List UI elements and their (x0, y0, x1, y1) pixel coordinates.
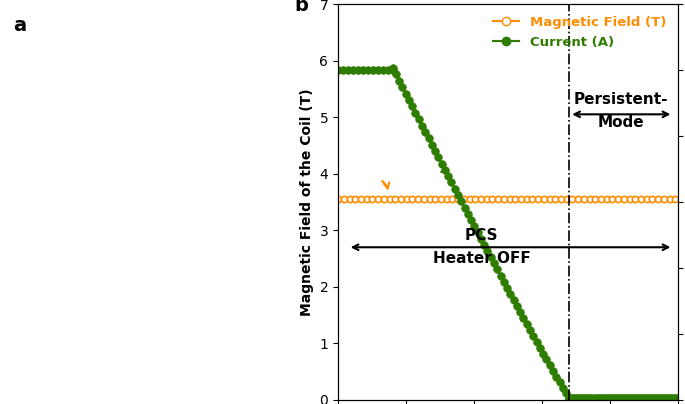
Legend: Magnetic Field (T), Current (A): Magnetic Field (T), Current (A) (488, 11, 671, 54)
Text: Heater OFF: Heater OFF (432, 251, 530, 266)
Y-axis label: Magnetic Field of the Coil (T): Magnetic Field of the Coil (T) (300, 88, 314, 316)
Text: PCS: PCS (464, 228, 498, 243)
Text: Persistent-: Persistent- (574, 92, 669, 107)
Text: Mode: Mode (598, 115, 645, 130)
Text: a: a (13, 16, 26, 35)
Text: b: b (294, 0, 308, 15)
